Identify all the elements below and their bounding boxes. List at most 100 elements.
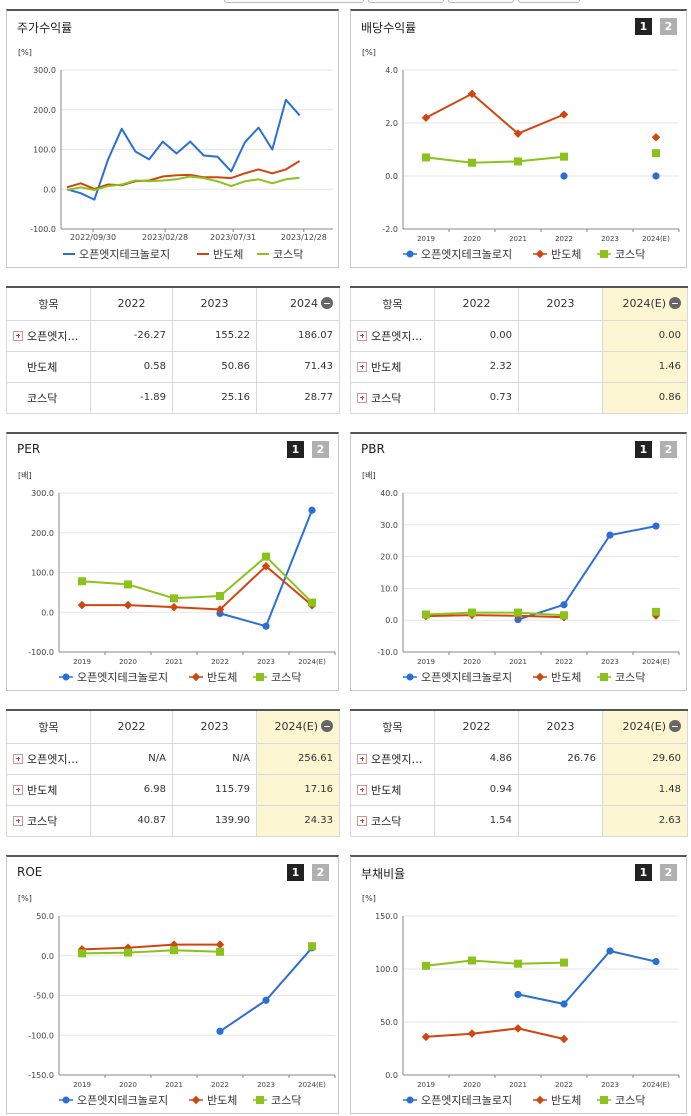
legend-label: 반도체 xyxy=(551,671,581,684)
data-point xyxy=(215,940,225,949)
collapse-icon[interactable] xyxy=(669,297,681,310)
x-tick-label: 2023/12/28 xyxy=(281,233,327,242)
toolbar-button[interactable] xyxy=(224,0,364,3)
table-header-cell: 2023 xyxy=(518,709,603,744)
x-tick-label: 2022 xyxy=(211,658,229,666)
expand-icon[interactable] xyxy=(357,361,367,372)
table-cell: 0.73 xyxy=(434,381,519,414)
data-point xyxy=(468,956,476,965)
table-cell: 17.16 xyxy=(256,773,340,806)
expand-icon[interactable] xyxy=(357,392,367,403)
legend-label: 코스닥 xyxy=(615,248,645,261)
pager-button-2[interactable]: 2 xyxy=(660,441,677,458)
unit-label: [배] xyxy=(362,471,376,480)
expand-icon[interactable] xyxy=(13,815,23,826)
legend-label: 오픈엣지테크놀로지 xyxy=(421,1094,512,1107)
chart-panel-per: PER 1 2 [배] 300.0 200.0 100.0 0.0 -100.0 2019 2020… xyxy=(6,432,339,691)
x-tick-label: 2020 xyxy=(119,658,137,666)
legend-label: 반도체 xyxy=(207,1094,237,1107)
table-header-cell: 2023 xyxy=(172,709,257,744)
data-point xyxy=(421,1032,431,1042)
expand-icon[interactable] xyxy=(357,815,367,826)
expand-icon[interactable] xyxy=(357,330,367,341)
header-label: 항목 xyxy=(38,297,59,311)
cell-value: 2.32 xyxy=(489,361,512,372)
cell-value: 0.58 xyxy=(143,361,166,372)
x-tick-label: 2024(E) xyxy=(642,235,670,243)
collapse-icon[interactable] xyxy=(321,297,333,310)
unit-label: [%] xyxy=(362,894,376,903)
y-tick-label: -100.0 xyxy=(30,225,56,234)
table-cell: 코스닥 xyxy=(350,804,435,837)
data-point xyxy=(651,133,661,142)
table-header-cell: 2022 xyxy=(434,709,519,744)
chart-svg: [%] 4.0 2.0 0.0 -2.0 2019 2020 2021 2022 2023 2024… xyxy=(362,48,680,261)
cell-value: 1.54 xyxy=(489,815,512,826)
table-cell: 155.22 xyxy=(172,319,257,352)
legend-label: 오픈엣지테크놀로지 xyxy=(421,671,512,684)
data-point xyxy=(468,158,476,167)
x-tick-label: 2024(E) xyxy=(642,1081,670,1089)
series-line-3 xyxy=(66,175,300,191)
toolbar-button[interactable] xyxy=(368,0,444,3)
x-tick-label: 2022 xyxy=(555,658,573,666)
pager-button-1[interactable]: 1 xyxy=(287,441,304,458)
legend-marker xyxy=(256,1096,264,1104)
table-cell: 반도체 xyxy=(350,350,435,383)
table-cell: 256.61 xyxy=(256,742,340,775)
cell-value: 26.76 xyxy=(567,753,596,764)
unit-label: [%] xyxy=(362,48,376,57)
expand-icon[interactable] xyxy=(357,784,367,795)
x-tick-label: 2021 xyxy=(509,1081,527,1089)
pager-button-2[interactable]: 2 xyxy=(660,864,677,881)
data-point xyxy=(467,1029,477,1038)
data-point xyxy=(262,552,270,561)
data-point xyxy=(78,577,86,586)
collapse-icon[interactable] xyxy=(669,720,681,733)
legend-label: 코스닥 xyxy=(273,248,303,261)
y-tick-label: 100.0 xyxy=(375,965,398,974)
expand-icon[interactable] xyxy=(13,784,23,795)
pager-button-1[interactable]: 1 xyxy=(635,864,652,881)
expand-icon[interactable] xyxy=(13,753,23,764)
x-tick-label: 2019 xyxy=(417,235,435,243)
legend-label: 코스닥 xyxy=(615,1094,645,1107)
data-point xyxy=(124,948,132,957)
data-point xyxy=(560,601,568,609)
expand-icon[interactable] xyxy=(357,753,367,764)
header-label: 2022 xyxy=(117,297,146,311)
legend-label: 오픈엣지테크놀로지 xyxy=(77,671,168,684)
pager-button-2[interactable]: 2 xyxy=(660,18,677,35)
pager-button-2[interactable]: 2 xyxy=(312,441,329,458)
y-tick-label: 0.0 xyxy=(385,172,398,181)
pager-button-2[interactable]: 2 xyxy=(312,864,329,881)
data-point xyxy=(308,506,316,514)
chart-panel-roe: ROE 1 2 [%] 50.0 0.0 -50.0 -100.0 -150.0 2019 2020… xyxy=(6,855,339,1114)
table-header-cell: 2022 xyxy=(90,709,173,744)
table-cell: 코스닥 xyxy=(6,804,91,837)
expand-icon[interactable] xyxy=(13,330,23,341)
pager-button-1[interactable]: 1 xyxy=(635,18,652,35)
legend-marker xyxy=(62,1096,70,1104)
chart-svg: [배] 300.0 200.0 100.0 0.0 -100.0 2019 2020 2021 2… xyxy=(18,471,336,684)
toolbar-button[interactable] xyxy=(518,0,580,3)
data-point xyxy=(559,110,569,119)
cell-value: 0.94 xyxy=(489,784,512,795)
cell-value: 2.63 xyxy=(658,815,681,826)
x-tick-label: 2019 xyxy=(417,1081,435,1089)
x-tick-label: 2023 xyxy=(257,658,275,666)
y-tick-label: 50.0 xyxy=(36,912,54,921)
cell-value: 0.86 xyxy=(658,392,681,403)
toolbar-button[interactable] xyxy=(448,0,514,3)
collapse-icon[interactable] xyxy=(321,720,333,733)
table-cell: 25.16 xyxy=(172,381,257,414)
pager-button-1[interactable]: 1 xyxy=(287,864,304,881)
x-tick-label: 2024(E) xyxy=(642,658,670,666)
y-tick-label: 0.0 xyxy=(41,952,54,961)
table-row: 오픈엣지… 0.00 0.00 xyxy=(350,319,688,352)
pager-button-1[interactable]: 1 xyxy=(635,441,652,458)
table-header-cell: 항목 xyxy=(6,286,91,321)
chart-title: 부채비율 xyxy=(361,867,406,881)
series-line-1 xyxy=(517,525,657,621)
table-cell: 코스닥 xyxy=(6,381,91,414)
